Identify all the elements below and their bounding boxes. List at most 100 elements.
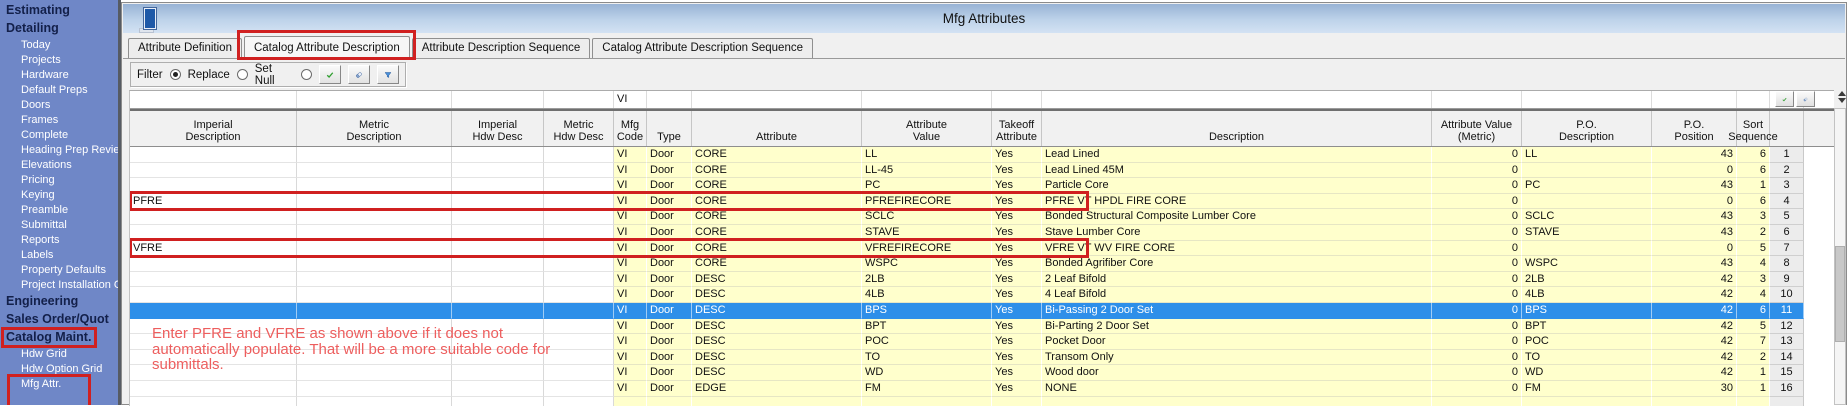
grid-cell[interactable]: [544, 365, 614, 381]
grid-cell[interactable]: 11: [1770, 303, 1804, 319]
filter-funnel-button[interactable]: [377, 65, 399, 84]
grid-cell[interactable]: Lead Lined 45M: [1042, 163, 1432, 179]
column-header-metric-hdw-desc[interactable]: Metric Hdw Desc: [544, 111, 614, 146]
grid-cell[interactable]: STAVE: [862, 225, 992, 241]
grid-cell[interactable]: VI: [614, 241, 647, 257]
sidebar-item-pricing[interactable]: Pricing: [21, 174, 55, 187]
grid-cell[interactable]: 0: [1432, 256, 1522, 272]
grid-cell[interactable]: [130, 225, 297, 241]
grid-cell[interactable]: Yes: [992, 163, 1042, 179]
sidebar-item-reports[interactable]: Reports: [21, 234, 60, 247]
grid-cell[interactable]: 12: [1770, 319, 1804, 335]
grid-cell[interactable]: Yes: [992, 350, 1042, 366]
grid-cell[interactable]: [544, 256, 614, 272]
grid-cell[interactable]: [297, 319, 452, 335]
sidebar-item-sales-order-quot[interactable]: Sales Order/Quot: [6, 312, 109, 327]
grid-cell[interactable]: CORE: [692, 256, 862, 272]
grid-cell[interactable]: CORE: [692, 194, 862, 210]
grid-cell[interactable]: Yes: [992, 178, 1042, 194]
grid-cell[interactable]: [130, 350, 297, 366]
grid-cell[interactable]: DESC: [692, 303, 862, 319]
grid-cell[interactable]: [544, 163, 614, 179]
grid-cell[interactable]: 42: [1652, 303, 1737, 319]
sidebar-item-hardware[interactable]: Hardware: [21, 69, 69, 82]
grid-cell[interactable]: Bonded Structural Composite Lumber Core: [1042, 209, 1432, 225]
grid-cell[interactable]: 14: [1770, 350, 1804, 366]
grid-cell[interactable]: Yes: [992, 319, 1042, 335]
grid-cell[interactable]: WD: [1522, 365, 1652, 381]
grid-cell[interactable]: VI: [614, 163, 647, 179]
grid-cell[interactable]: EDGE: [692, 381, 862, 397]
grid-cell[interactable]: [452, 241, 544, 257]
grid-cell[interactable]: 43: [1652, 209, 1737, 225]
sidebar-item-project-installation-op[interactable]: Project Installation Op: [21, 279, 118, 292]
grid-cell[interactable]: Door: [647, 256, 692, 272]
filter-cell[interactable]: [1737, 91, 1770, 108]
grid-cell[interactable]: [452, 350, 544, 366]
grid-cell[interactable]: 15: [1770, 365, 1804, 381]
grid-cell[interactable]: 0: [1432, 272, 1522, 288]
grid-cell[interactable]: VI: [614, 365, 647, 381]
grid-cell[interactable]: [297, 365, 452, 381]
grid-cell[interactable]: 0: [1432, 303, 1522, 319]
grid-cell[interactable]: 6: [1770, 225, 1804, 241]
grid-cell[interactable]: [130, 303, 297, 319]
filter-cell[interactable]: [647, 91, 692, 108]
grid-cell[interactable]: [1522, 194, 1652, 210]
grid-cell[interactable]: VI: [614, 225, 647, 241]
grid-cell[interactable]: 10: [1770, 287, 1804, 303]
grid-cell[interactable]: [297, 178, 452, 194]
tab-attribute-definition[interactable]: Attribute Definition: [128, 38, 242, 58]
grid-cell[interactable]: LL: [1522, 147, 1652, 163]
grid-cell[interactable]: 0: [1432, 163, 1522, 179]
grid-cell[interactable]: Yes: [992, 365, 1042, 381]
grid-cell[interactable]: Door: [647, 225, 692, 241]
grid-cell[interactable]: FM: [862, 381, 992, 397]
grid-cell[interactable]: [544, 178, 614, 194]
grid-cell[interactable]: 6: [1737, 163, 1770, 179]
grid-cell[interactable]: 6: [1737, 147, 1770, 163]
grid-cell[interactable]: DESC: [692, 350, 862, 366]
sidebar-item-keying[interactable]: Keying: [21, 189, 55, 202]
grid-cell[interactable]: 0: [1432, 209, 1522, 225]
grid-cell[interactable]: [130, 147, 297, 163]
filter-cell[interactable]: [130, 91, 297, 108]
grid-cell[interactable]: 42: [1652, 287, 1737, 303]
grid-cell[interactable]: [544, 225, 614, 241]
grid-cell[interactable]: SCLC: [862, 209, 992, 225]
column-header-attribute[interactable]: Attribute: [692, 111, 862, 146]
grid-cell[interactable]: 1: [1770, 147, 1804, 163]
grid-cell[interactable]: [130, 381, 297, 397]
grid-cell[interactable]: [130, 365, 297, 381]
grid-cell[interactable]: [297, 147, 452, 163]
grid-cell[interactable]: 0: [1432, 319, 1522, 335]
sidebar-item-submittal[interactable]: Submittal: [21, 219, 67, 232]
grid-cell[interactable]: VI: [614, 350, 647, 366]
filter-cell[interactable]: [297, 91, 452, 108]
grid-cell[interactable]: POC: [1522, 334, 1652, 350]
sidebar-item-hdw-grid[interactable]: Hdw Grid: [21, 348, 67, 361]
grid-cell[interactable]: 2LB: [1522, 272, 1652, 288]
grid-cell[interactable]: 2 Leaf Bifold: [1042, 272, 1432, 288]
grid-cell[interactable]: [130, 287, 297, 303]
grid-cell[interactable]: Yes: [992, 194, 1042, 210]
sidebar-item-estimating[interactable]: Estimating: [6, 3, 70, 18]
grid-cell[interactable]: [452, 147, 544, 163]
grid-cell[interactable]: [1522, 163, 1652, 179]
grid-cell[interactable]: WD: [862, 365, 992, 381]
grid-cell[interactable]: 5: [1737, 319, 1770, 335]
grid-cell[interactable]: VI: [614, 334, 647, 350]
grid-cell[interactable]: 1: [1737, 381, 1770, 397]
grid-cell[interactable]: [452, 194, 544, 210]
filter-cell[interactable]: [862, 91, 992, 108]
grid-cell[interactable]: 0: [1432, 287, 1522, 303]
grid-cell[interactable]: Transom Only: [1042, 350, 1432, 366]
